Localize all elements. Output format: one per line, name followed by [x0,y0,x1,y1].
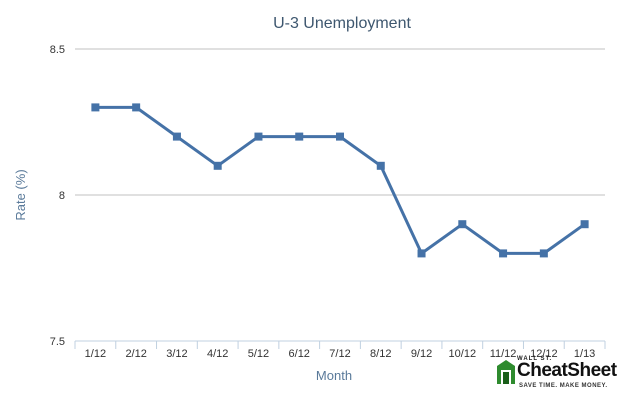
data-point[interactable] [376,161,385,170]
x-tick-label: 1/13 [574,348,595,360]
data-point[interactable] [213,161,222,170]
x-tick-label: 12/12 [530,348,558,360]
x-axis-ticks: 1/12 2/12 3/12 4/12 5/12 6/12 7/12 8/12 9/12 10/1… [74,341,606,360]
data-point[interactable] [336,132,344,141]
y-axis-ticks: 7.5 8 8.5 [50,44,65,348]
x-tick-label: 5/12 [248,348,269,360]
x-tick-label: 1/12 [85,348,106,360]
logo-tagline: SAVE TIME. MAKE MONEY. [519,383,608,389]
data-point[interactable] [417,249,426,258]
x-tick-label: 8/12 [370,348,391,360]
logo-top-text: WALL ST. [517,356,553,362]
y-tick-label: 8 [59,190,65,202]
x-tick-label: 2/12 [125,348,146,360]
y-tick-label: 8.5 [50,44,65,56]
series-group [91,103,589,258]
x-tick-label: 4/12 [207,348,228,360]
x-tick-label: 9/12 [411,348,432,360]
data-point[interactable] [172,132,181,141]
x-tick-label: 11/12 [490,348,517,360]
data-point[interactable] [91,103,100,112]
data-point[interactable] [254,132,263,141]
data-point[interactable] [539,249,548,258]
data-point[interactable] [499,249,508,258]
x-tick-label: 6/12 [289,348,310,360]
x-axis-title: Month [316,368,352,383]
x-tick-label: 7/12 [329,348,350,360]
series-line [93,105,587,255]
chart-title: U-3 Unemployment [273,15,411,32]
building-icon [497,360,515,384]
x-tick-label: 3/12 [166,348,187,360]
data-point[interactable] [295,132,304,141]
cheatsheet-logo: WALL ST. CheatSheet SAVE TIME. MAKE MONE… [495,356,617,392]
logo-brand: CheatSheet [517,360,617,381]
data-point[interactable] [580,220,589,229]
gridlines [75,48,605,342]
y-tick-label: 7.5 [50,336,65,348]
data-point[interactable] [458,220,467,229]
y-axis-title: Rate (%) [13,169,28,220]
data-point[interactable] [132,103,141,112]
x-tick-label: 10/12 [449,348,477,360]
